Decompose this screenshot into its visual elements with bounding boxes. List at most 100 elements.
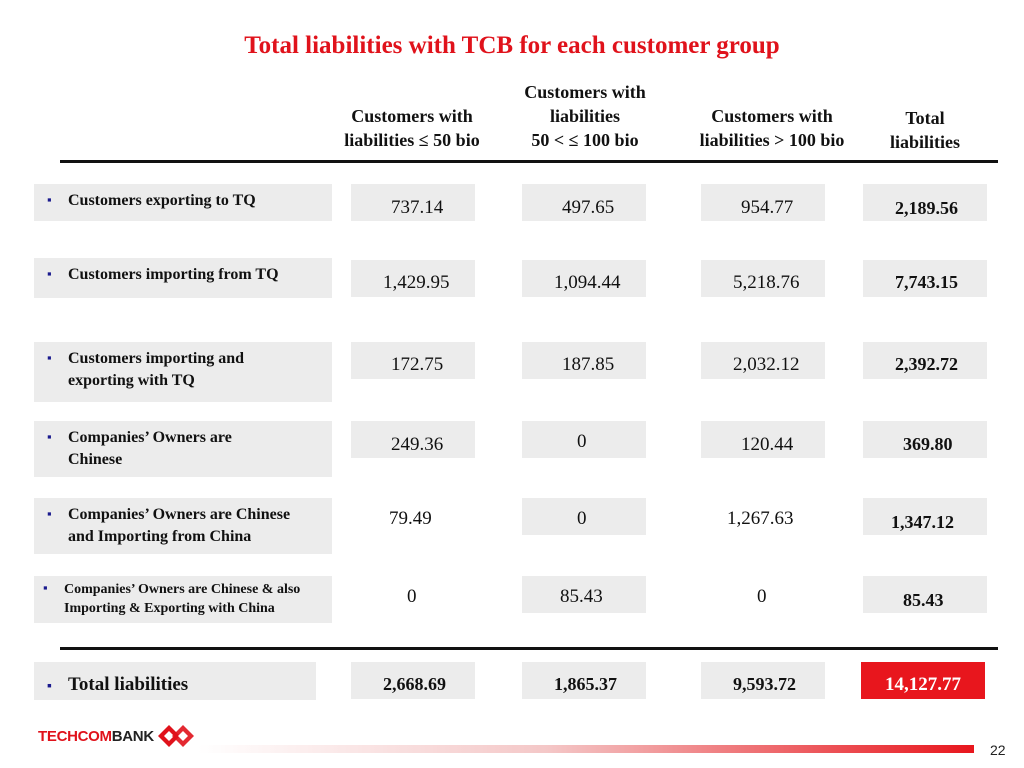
header-col-50-100-line1: Customers with xyxy=(524,82,646,102)
cell-r6-c3: 0 xyxy=(701,576,825,613)
logo-text-red: TECHCOM xyxy=(38,727,112,745)
header-col-gt100: Customers with liabilities > 100 bio xyxy=(678,104,866,152)
cell-value: 0 xyxy=(577,508,587,529)
row-label-text-line2: Chinese xyxy=(68,451,123,468)
header-col-total-line1: Total xyxy=(905,108,945,128)
cell-value: 1,429.95 xyxy=(383,272,450,293)
cell-value: 954.77 xyxy=(741,197,794,218)
cell-value: 1,865.37 xyxy=(554,674,617,694)
cell-r3-c3: 2,032.12 xyxy=(701,342,825,379)
header-col-gt100-line1: Customers with xyxy=(711,106,833,126)
cell-total-c2: 1,865.37 xyxy=(522,662,646,699)
cell-r1-c2: 497.65 xyxy=(522,184,646,221)
cell-value: 1,267.63 xyxy=(727,508,794,529)
cell-value: 0 xyxy=(757,586,767,607)
cell-value: 0 xyxy=(407,586,417,607)
bullet-icon: ▪ xyxy=(43,580,48,595)
cell-value: 14,127.77 xyxy=(885,674,961,695)
cell-r2-c1: 1,429.95 xyxy=(351,260,475,297)
cell-value: 497.65 xyxy=(562,197,615,218)
cell-r6-c2: 85.43 xyxy=(522,576,646,613)
cell-r2-c2: 1,094.44 xyxy=(522,260,646,297)
cell-value: 1,347.12 xyxy=(891,512,954,532)
cell-value: 120.44 xyxy=(741,434,794,455)
cell-r5-c3: 1,267.63 xyxy=(701,498,825,535)
cell-value: 85.43 xyxy=(903,590,944,610)
page-number: 22 xyxy=(990,742,1006,758)
row-label-importing-exporting: ▪ Customers importing and exporting with… xyxy=(34,342,332,402)
cell-r3-c2: 187.85 xyxy=(522,342,646,379)
logo-wordmark: TECHCOMBANK xyxy=(38,728,154,745)
cell-value: 249.36 xyxy=(391,434,444,455)
cell-r3-c1: 172.75 xyxy=(351,342,475,379)
row-label-text-line1: Companies’ Owners are Chinese xyxy=(68,506,291,523)
cell-value: 7,743.15 xyxy=(895,272,958,292)
bullet-icon: ▪ xyxy=(47,350,52,365)
header-col-total-line2: liabilities xyxy=(889,132,960,152)
cell-r3-total: 2,392.72 xyxy=(863,342,987,379)
cell-value: 79.49 xyxy=(389,508,432,529)
page-title: Total liabilities with TCB for each cust… xyxy=(244,32,780,59)
cell-r1-c3: 954.77 xyxy=(701,184,825,221)
cell-r1-total: 2,189.56 xyxy=(863,184,987,221)
row-label-total: ▪ Total liabilities xyxy=(34,662,316,700)
header-col-50-100-line3: 50 < ≤ 100 bio xyxy=(531,130,639,150)
row-label-chinese-owners-importing: ▪ Companies’ Owners are Chinese and Impo… xyxy=(34,498,332,554)
header-col-gt100-line2: liabilities > 100 bio xyxy=(699,130,845,150)
cell-value: 172.75 xyxy=(391,354,444,375)
cell-value: 737.14 xyxy=(391,197,444,218)
cell-value: 187.85 xyxy=(562,354,615,375)
row-label-exporting: ▪ Customers exporting to TQ xyxy=(34,184,332,221)
cell-r5-c1: 79.49 xyxy=(351,498,475,535)
bullet-icon: ▪ xyxy=(47,506,52,521)
bullet-icon: ▪ xyxy=(47,429,52,444)
cell-value: 5,218.76 xyxy=(733,272,800,293)
cell-r6-c1: 0 xyxy=(351,576,475,613)
header-col-le50-line2: liabilities ≤ 50 bio xyxy=(344,130,480,150)
header-col-50-100: Customers with liabilities 50 < ≤ 100 bi… xyxy=(500,80,670,152)
cell-r5-total: 1,347.12 xyxy=(863,498,987,535)
cell-value: 0 xyxy=(577,431,587,452)
row-label-text: Customers exporting to TQ xyxy=(68,192,256,209)
row-label-text-line2: exporting with TQ xyxy=(68,372,195,389)
total-divider xyxy=(60,647,998,650)
header-col-le50: Customers with liabilities ≤ 50 bio xyxy=(322,104,502,152)
header-col-total: Total liabilities xyxy=(870,106,980,154)
header-divider xyxy=(60,160,998,163)
cell-r4-c1: 249.36 xyxy=(351,421,475,458)
cell-value: 2,392.72 xyxy=(895,354,958,374)
header-col-le50-line1: Customers with xyxy=(351,106,473,126)
cell-r2-total: 7,743.15 xyxy=(863,260,987,297)
row-label-text-line1: Companies’ Owners are Chinese & also xyxy=(64,582,301,597)
bullet-icon: ▪ xyxy=(47,679,52,694)
cell-r4-c2: 0 xyxy=(522,421,646,458)
cell-total-c1: 2,668.69 xyxy=(351,662,475,699)
bullet-icon: ▪ xyxy=(47,266,52,281)
row-label-chinese-owners-import-export: ▪ Companies’ Owners are Chinese & also I… xyxy=(34,576,332,623)
cell-total-c3: 9,593.72 xyxy=(701,662,825,699)
cell-r6-total: 85.43 xyxy=(863,576,987,613)
bullet-icon: ▪ xyxy=(47,192,52,207)
cell-value: 2,189.56 xyxy=(895,198,958,218)
row-label-text-line2: and Importing from China xyxy=(68,528,252,545)
cell-value: 1,094.44 xyxy=(554,272,621,293)
cell-r5-c2: 0 xyxy=(522,498,646,535)
cell-r2-c3: 5,218.76 xyxy=(701,260,825,297)
row-label-text: Customers importing from TQ xyxy=(68,266,279,283)
row-label-importing: ▪ Customers importing from TQ xyxy=(34,258,332,298)
cell-value: 85.43 xyxy=(560,586,603,607)
cell-value: 2,032.12 xyxy=(733,354,800,375)
header-col-50-100-line2: liabilities xyxy=(549,106,620,126)
row-label-text-line2: Importing & Exporting with China xyxy=(64,601,275,616)
cell-grand-total: 14,127.77 xyxy=(861,662,985,699)
cell-value: 2,668.69 xyxy=(383,674,446,694)
techcombank-logo: TECHCOMBANK xyxy=(38,722,198,750)
row-label-text: Total liabilities xyxy=(68,674,189,695)
cell-value: 9,593.72 xyxy=(733,674,796,694)
footer-gradient-bar xyxy=(198,745,974,753)
logo-text-dark: BANK xyxy=(111,727,154,745)
cell-value: 369.80 xyxy=(903,434,953,454)
row-label-chinese-owners: ▪ Companies’ Owners are Chinese xyxy=(34,421,332,477)
logo-diamond-icon xyxy=(157,725,194,747)
cell-r4-c3: 120.44 xyxy=(701,421,825,458)
